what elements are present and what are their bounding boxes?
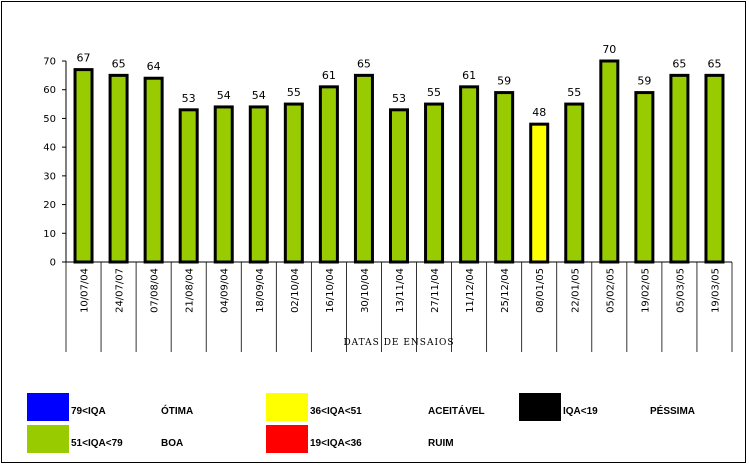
bar [108,73,129,264]
y-tick-label: 20 [43,200,56,211]
y-tick-label: 60 [43,85,56,96]
bar [634,91,655,264]
bars-group: 67 65 64 53 54 54 55 61 65 53 55 61 59 48 55 70 59 65 65 [73,43,725,264]
bar-value-label: 61 [322,69,336,82]
x-tick-label: 18/09/04 [255,268,266,313]
bar [213,105,234,264]
legend-label-ruim: RUIM [428,438,454,449]
bar-value-label: 61 [462,69,476,82]
x-tick-label: 16/10/04 [325,268,336,313]
x-tick-label: 19/03/05 [710,268,721,313]
y-tick-label: 10 [43,229,56,240]
x-tick-label: 22/01/05 [570,268,581,313]
y-tick-label: 30 [43,171,56,182]
x-tick-label: 07/08/04 [150,268,161,313]
legend-swatch-otima [27,393,69,421]
bar-value-label: 65 [707,57,721,70]
x-tick-label: 05/02/05 [605,268,616,313]
bar-value-label: 65 [112,57,126,70]
x-tick-label: 08/01/05 [535,268,546,313]
bar [389,108,409,264]
y-tick-label: 50 [43,114,56,125]
legend-range-boa: 51<IQA<79 [71,438,123,449]
bar-value-label: 53 [392,92,406,105]
legend-range-ruim: 19<IQA<36 [310,438,362,449]
legend-swatch-boa [27,425,69,453]
bar-value-label: 64 [147,60,161,73]
bar-value-label: 59 [497,75,511,88]
bar-value-label: 54 [252,89,266,102]
x-axis: 10/07/04 24/07/07 07/08/04 21/08/04 04/09/04… [65,261,733,352]
bar-value-label: 65 [357,57,371,70]
bar [599,59,620,264]
legend-label-pessima: PÉSSIMA [650,406,696,417]
bar [143,76,164,264]
legend-swatch-pessima [519,393,561,421]
bar [318,85,339,264]
x-tick-label: 05/03/05 [675,268,686,313]
bar [494,91,515,264]
legend-swatch-aceitavel [266,393,308,421]
x-tick-label: 21/08/04 [185,268,196,313]
bar [178,108,199,264]
y-tick-label: 70 [43,57,56,68]
x-axis-title: DATAS DE ENSAIOS [343,338,454,348]
bar-value-label: 55 [287,86,301,99]
bar-value-label: 55 [427,86,441,99]
bar [529,122,550,264]
bar [704,73,725,264]
x-tick-label: 25/12/04 [500,268,511,313]
bar [73,68,94,264]
y-axis: 0 10 20 30 40 50 60 70 [43,57,67,269]
legend-swatch-ruim [266,425,308,453]
legend-label-otima: ÓTIMA [161,406,194,417]
x-tick-label: 30/10/04 [360,268,371,313]
x-tick-label: 27/11/04 [430,268,441,313]
bar [424,102,445,264]
bar-value-label: 54 [217,89,231,102]
x-tick-label: 04/09/04 [220,268,231,313]
legend-label-boa: BOA [161,438,184,449]
bar-value-label: 65 [672,57,686,70]
x-tick-label: 24/07/07 [115,268,126,313]
bar-value-label: 67 [77,52,91,65]
x-tick-label: 10/07/04 [80,268,91,313]
bar [459,85,480,264]
legend-range-pessima: IQA<19 [563,406,598,417]
legend-label-aceitavel: ACEITÁVEL [428,406,485,417]
bar-value-label: 59 [637,75,651,88]
legend-range-aceitavel: 36<IQA<51 [310,406,362,417]
x-tick-label: 11/12/04 [465,268,476,313]
bar-value-label: 70 [602,43,616,56]
bar-value-label: 48 [532,106,546,119]
bar [248,105,269,264]
bar-value-label: 55 [567,86,581,99]
bar-value-label: 53 [182,92,196,105]
y-tick-label: 40 [43,143,56,154]
x-tick-label: 19/02/05 [640,268,651,313]
bar [353,73,374,264]
bar [283,102,304,264]
y-tick-label: 0 [50,258,56,269]
legend-range-otima: 79<IQA [71,406,106,417]
bar [564,102,585,264]
x-tick-label: 13/11/04 [395,268,406,313]
x-tick-label: 02/10/04 [290,268,301,313]
bar [669,73,690,264]
